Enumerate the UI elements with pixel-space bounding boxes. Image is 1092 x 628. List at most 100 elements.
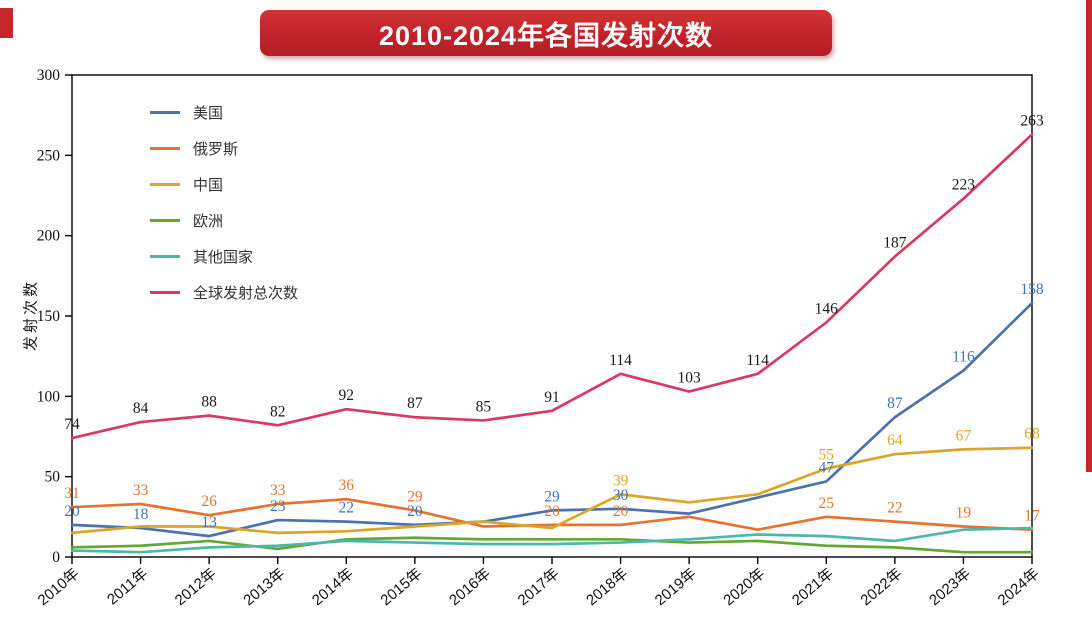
data-label: 29 — [544, 488, 560, 505]
legend-label-russia: 俄罗斯 — [193, 141, 239, 158]
legend-label-global-total: 全球发射总次数 — [193, 285, 299, 302]
data-label: 20 — [544, 503, 560, 520]
legend-swatch-china — [150, 183, 180, 186]
data-label: 146 — [815, 300, 839, 317]
y-tick-label: 0 — [52, 549, 60, 566]
data-label: 36 — [339, 477, 355, 494]
legend-item-other-countries: 其他国家 — [150, 246, 298, 267]
data-label: 68 — [1024, 426, 1040, 443]
legend-swatch-europe — [150, 219, 180, 222]
data-label: 23 — [270, 498, 286, 515]
data-label: 74 — [64, 416, 80, 433]
data-label: 263 — [1020, 112, 1044, 129]
data-label: 20 — [407, 503, 423, 520]
legend-item-china: 中国 — [150, 174, 298, 195]
legend-item-europe: 欧洲 — [150, 210, 298, 231]
legend-label-other-countries: 其他国家 — [193, 249, 254, 266]
data-label: 39 — [613, 472, 629, 489]
data-label: 64 — [887, 432, 903, 449]
series-line-other-countries — [70, 526, 1034, 554]
legend-item-global-total: 全球发射总次数 — [150, 282, 298, 303]
x-tick-label: 2021年 — [789, 565, 837, 609]
data-label: 22 — [339, 500, 355, 517]
chart-title-banner: 2010-2024年各国发射次数 — [260, 10, 832, 56]
x-tick-label: 2015年 — [377, 565, 425, 609]
data-label: 114 — [609, 352, 632, 369]
data-label: 92 — [339, 387, 355, 404]
x-tick-label: 2022年 — [857, 565, 905, 609]
x-tick-label: 2024年 — [995, 565, 1043, 609]
data-label: 84 — [133, 400, 149, 417]
y-tick-label: 250 — [37, 147, 61, 164]
series-labels-global-total: 74 84 88 82 92 87 85 91 114 103 114 146 187 223 263 — [64, 112, 1044, 433]
series-line-europe — [70, 536, 1034, 554]
data-label: 33 — [270, 482, 286, 499]
legend-swatch-other-countries — [150, 255, 180, 258]
data-label: 47 — [819, 459, 835, 476]
data-label: 33 — [133, 482, 149, 499]
data-label: 87 — [887, 395, 903, 412]
x-tick-label: 2019年 — [652, 565, 700, 609]
data-label: 17 — [1024, 508, 1040, 525]
x-tick-label: 2023年 — [926, 565, 974, 609]
data-label: 91 — [544, 389, 560, 406]
data-label: 223 — [952, 177, 976, 194]
x-tick-label: 2016年 — [446, 565, 494, 609]
data-label: 87 — [407, 395, 423, 412]
legend-swatch-global-total — [150, 291, 180, 294]
data-label: 55 — [819, 447, 835, 464]
data-label: 85 — [476, 398, 492, 415]
series-line-global-total — [70, 133, 1034, 440]
data-label: 30 — [613, 487, 629, 504]
x-tick-label: 2018年 — [583, 565, 631, 609]
data-label: 114 — [746, 352, 769, 369]
data-label: 19 — [956, 504, 972, 521]
x-tick-label: 2013年 — [240, 565, 288, 609]
data-label: 187 — [883, 235, 907, 252]
legend-swatch-russia — [150, 147, 180, 150]
legend-item-russia: 俄罗斯 — [150, 138, 298, 159]
data-label: 116 — [952, 349, 975, 366]
x-tick-label: 2010年 — [35, 565, 83, 609]
series-labels-china: 39 55 64 67 68 — [613, 426, 1040, 490]
series-line-russia — [70, 497, 1034, 532]
chart-legend: 美国俄罗斯中国欧洲其他国家全球发射总次数 — [150, 102, 298, 303]
data-label: 22 — [887, 500, 903, 517]
x-tick-label: 2012年 — [172, 565, 220, 609]
data-label: 20 — [613, 503, 629, 520]
x-tick-label: 2011年 — [104, 565, 151, 608]
data-label: 31 — [64, 485, 80, 502]
y-tick-label: 200 — [37, 228, 61, 245]
x-tick-label: 2017年 — [515, 565, 563, 609]
y-tick-label: 150 — [37, 308, 61, 325]
y-tick-label: 100 — [37, 388, 61, 405]
data-label: 26 — [201, 493, 217, 510]
data-label: 158 — [1020, 281, 1044, 298]
data-label: 88 — [201, 394, 217, 411]
data-label: 82 — [270, 403, 286, 420]
series-line-china — [70, 446, 1034, 535]
y-tick-label: 50 — [45, 469, 61, 486]
legend-label-china: 中国 — [193, 177, 224, 194]
x-tick-label: 2014年 — [309, 565, 357, 609]
data-label: 103 — [678, 370, 702, 387]
data-label: 13 — [201, 514, 217, 531]
data-label: 67 — [956, 427, 972, 444]
data-label: 29 — [407, 488, 423, 505]
legend-label-usa: 美国 — [193, 105, 224, 122]
data-label: 20 — [64, 503, 80, 520]
legend-swatch-usa — [150, 111, 180, 114]
series-line-usa — [70, 301, 1034, 538]
data-label: 18 — [133, 506, 149, 523]
legend-label-europe: 欧洲 — [193, 213, 224, 230]
legend-item-usa: 美国 — [150, 102, 298, 123]
chart-title: 2010-2024年各国发射次数 — [378, 20, 714, 51]
x-tick-label: 2020年 — [720, 565, 768, 609]
corner-decoration — [0, 8, 13, 38]
right-edge-decoration — [1086, 0, 1092, 472]
data-label: 25 — [819, 495, 835, 512]
